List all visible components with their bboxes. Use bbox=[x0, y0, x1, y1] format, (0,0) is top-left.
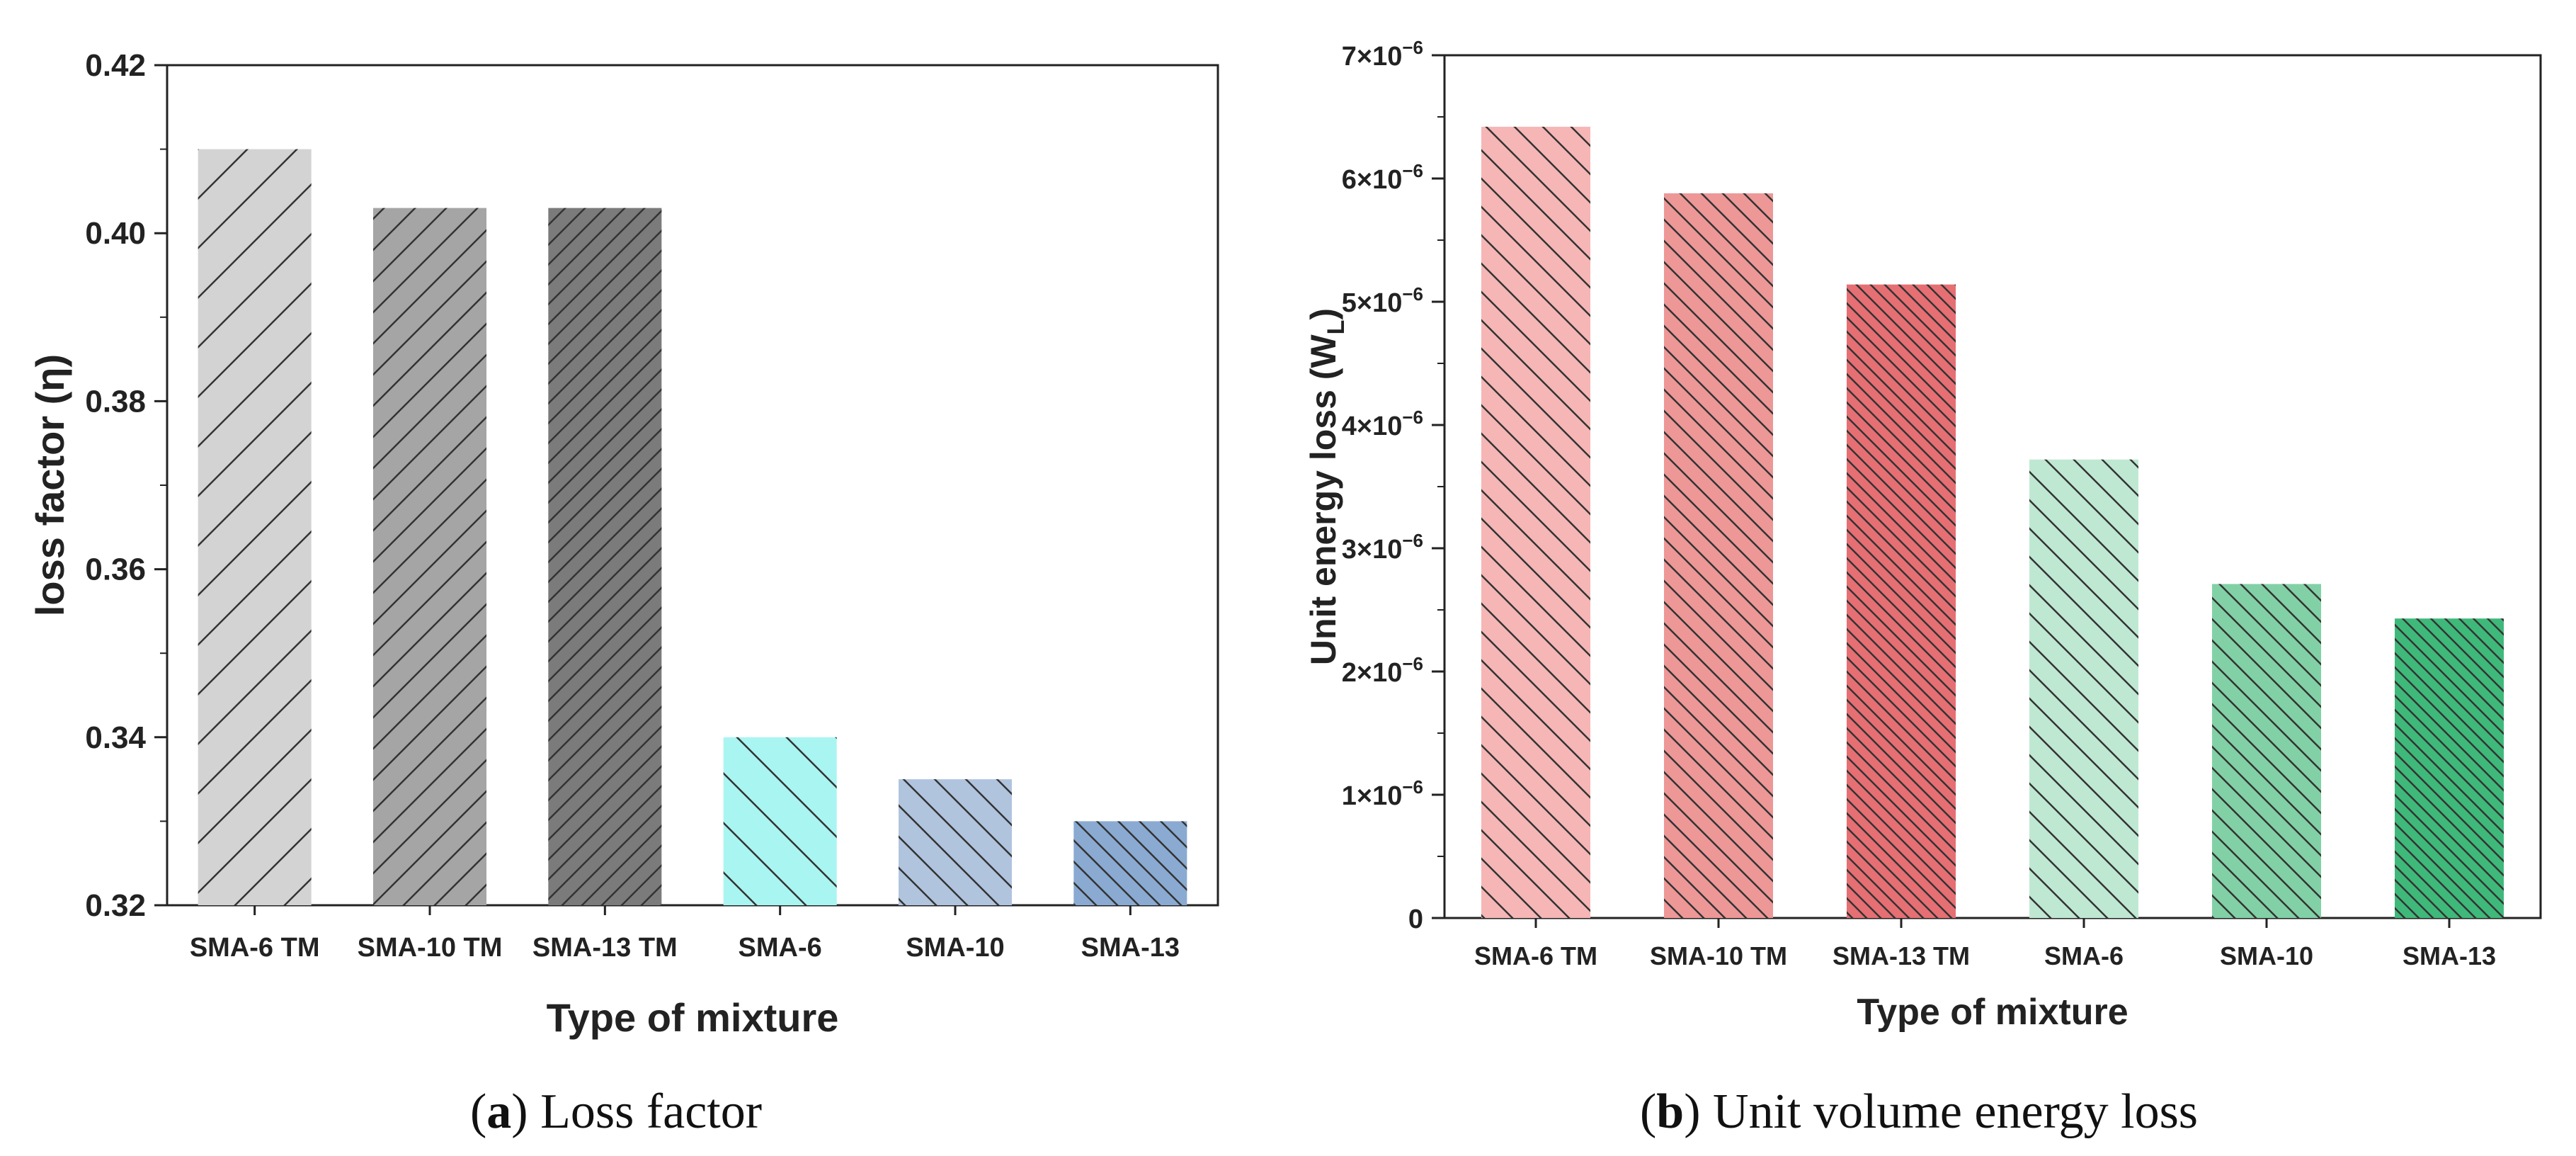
y-axis-title-b: Unit energy loss (WL) bbox=[1304, 308, 1350, 665]
y-tick-label-a-0: 0.32 bbox=[85, 888, 146, 923]
bar-a-hatch-4 bbox=[899, 779, 1012, 905]
x-tick-label-b-0: SMA-6 TM bbox=[1474, 941, 1597, 970]
y-tick-label-b-2: 2×10−6 bbox=[1342, 653, 1423, 688]
chart-b: SMA-6 TM SMA-10 TM SMA-13 TM SMA-6 SMA-10 SMA… bbox=[1304, 37, 2542, 1033]
x-tick-label-b-4: SMA-10 bbox=[2220, 941, 2313, 970]
x-tick-label-b-5: SMA-13 bbox=[2403, 941, 2496, 970]
bar-b-hatch-4 bbox=[2212, 584, 2321, 918]
y-tick-label-a-4: 0.40 bbox=[85, 216, 146, 251]
y-tick-label-a-3: 0.38 bbox=[85, 384, 146, 419]
caption-a: (a) Loss factor bbox=[469, 1084, 763, 1139]
y-axis-title-a: loss factor (η) bbox=[28, 354, 72, 616]
bar-a-hatch-3 bbox=[723, 737, 837, 905]
y-tick-label-b-6: 6×10−6 bbox=[1342, 160, 1423, 195]
bar-a-hatch-0 bbox=[198, 149, 312, 906]
bar-a-hatch-5 bbox=[1073, 821, 1187, 905]
bar-b-hatch-5 bbox=[2395, 618, 2504, 918]
y-tick-label-b-4: 4×10−6 bbox=[1342, 407, 1423, 441]
x-tick-label-b-1: SMA-10 TM bbox=[1650, 941, 1787, 970]
y-tick-label-b-1: 1×10−6 bbox=[1342, 776, 1423, 811]
bar-a-hatch-2 bbox=[548, 208, 662, 905]
x-axis-title-b: Type of mixture bbox=[1857, 992, 2128, 1033]
bar-b-hatch-0 bbox=[1481, 126, 1590, 918]
plot-frame-b bbox=[1443, 54, 2542, 919]
bar-a-hatch-1 bbox=[373, 208, 486, 905]
bar-b-hatch-1 bbox=[1664, 193, 1773, 918]
bar-b-hatch-3 bbox=[2029, 459, 2138, 918]
y-tick-label-b-0: 0 bbox=[1408, 905, 1423, 934]
x-tick-label-a-1: SMA-10 TM bbox=[358, 933, 503, 963]
y-tick-label-b-3: 3×10−6 bbox=[1342, 530, 1423, 565]
y-tick-label-b-5: 5×10−6 bbox=[1342, 283, 1423, 318]
y-tick-label-b-7: 7×10−6 bbox=[1342, 37, 1423, 72]
x-tick-label-a-0: SMA-6 TM bbox=[190, 933, 320, 963]
bar-b-hatch-2 bbox=[1847, 284, 1956, 918]
x-tick-label-a-2: SMA-13 TM bbox=[532, 933, 678, 963]
y-tick-label-a-5: 0.42 bbox=[85, 48, 146, 83]
caption-b: (b) Unit volume energy loss bbox=[1639, 1084, 2199, 1139]
y-tick-label-a-1: 0.34 bbox=[85, 720, 146, 755]
plot-frame-a bbox=[166, 64, 1219, 907]
x-tick-label-a-3: SMA-6 bbox=[739, 933, 822, 963]
x-tick-label-b-2: SMA-13 TM bbox=[1833, 941, 1970, 970]
chart-a: SMA-6 TM SMA-10 TM SMA-13 TM SMA-6 SMA-10 SMA… bbox=[28, 48, 1219, 1040]
x-tick-label-a-4: SMA-10 bbox=[906, 933, 1004, 963]
x-axis-title-a: Type of mixture bbox=[547, 995, 839, 1040]
y-tick-label-a-2: 0.36 bbox=[85, 552, 146, 587]
x-tick-label-a-5: SMA-13 bbox=[1081, 933, 1180, 963]
x-tick-label-b-3: SMA-6 bbox=[2044, 941, 2124, 970]
